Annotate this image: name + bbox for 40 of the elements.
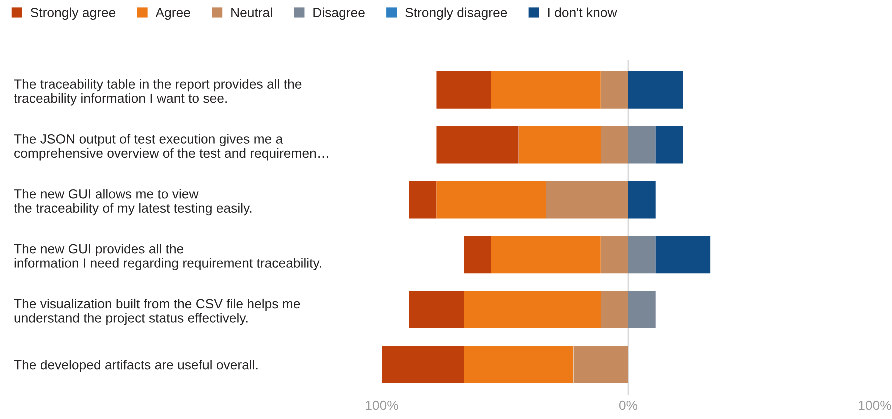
bar: [628, 72, 684, 109]
bar: [628, 291, 656, 329]
bar: [436, 72, 492, 109]
x-tick-label: 100%: [366, 400, 398, 410]
bar: [656, 236, 711, 274]
legend-label: Disagree: [314, 8, 365, 20]
y-tick-label: The JSON output of test execution gives me a comprehensive overview of the test and requiremen…: [14, 134, 328, 161]
legend-label: Strongly disagree: [406, 8, 508, 20]
bar: [409, 291, 464, 329]
legend-label: I don't know: [548, 8, 618, 18]
bar: [519, 126, 602, 164]
bar: [656, 126, 684, 164]
x-tick-label: 100%: [859, 400, 892, 410]
bar: [628, 236, 656, 274]
bar: [546, 181, 628, 219]
y-tick-label: The visualization built from the CSV file helps me understand the project status effectively.: [14, 298, 300, 326]
legend-label: Agree: [156, 8, 190, 20]
bar: [464, 236, 492, 274]
legend-label: Neutral: [232, 8, 272, 18]
bar: [601, 72, 628, 109]
y-tick-label: The developed artifacts are useful overall.: [14, 360, 258, 372]
bar: [601, 291, 628, 329]
bar: [491, 236, 601, 274]
bar: [628, 126, 656, 164]
bar: [491, 72, 601, 109]
bar: [574, 346, 628, 384]
bar: [464, 291, 602, 329]
y-tick-label: The new GUI provides all the information I need regarding requirement traceability.: [14, 244, 322, 271]
legend-label: Strongly agree: [30, 8, 116, 20]
bar: [436, 126, 519, 164]
bar: [601, 126, 628, 164]
bar: [601, 236, 628, 274]
bar: [409, 181, 437, 219]
bar: [382, 346, 464, 384]
bar: [436, 181, 546, 219]
y-tick-label: The new GUI allows me to view the traceability of my latest testing easily.: [14, 189, 252, 216]
x-tick-label: 0%: [619, 400, 638, 410]
y-tick-label: The traceability table in the report provides all the traceability information I want to see.: [14, 79, 302, 106]
bar: [628, 181, 656, 219]
bar: [464, 346, 574, 384]
